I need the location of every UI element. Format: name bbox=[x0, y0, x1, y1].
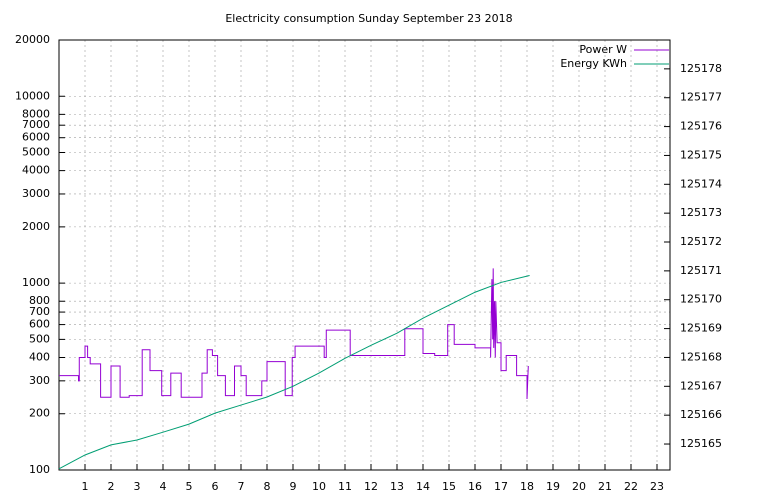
y2-tick-label: 125171 bbox=[680, 264, 722, 277]
y-tick-label: 200 bbox=[29, 407, 50, 420]
y2-tick-label: 125168 bbox=[680, 350, 722, 363]
y-tick-label: 20000 bbox=[15, 33, 50, 46]
y2-tick-label: 125177 bbox=[680, 91, 722, 104]
y-tick-label: 600 bbox=[29, 318, 50, 331]
x-tick-label: 9 bbox=[290, 480, 297, 493]
y2-tick-label: 125176 bbox=[680, 120, 722, 133]
y-tick-label: 800 bbox=[29, 294, 50, 307]
y-tick-label: 7000 bbox=[22, 118, 50, 131]
y-tick-label: 500 bbox=[29, 332, 50, 345]
x-tick-label: 17 bbox=[494, 480, 508, 493]
x-tick-label: 4 bbox=[160, 480, 167, 493]
y-tick-label: 400 bbox=[29, 350, 50, 363]
series-line bbox=[58, 275, 530, 470]
y-tick-label: 2000 bbox=[22, 220, 50, 233]
y-tick-label: 700 bbox=[29, 305, 50, 318]
x-tick-label: 12 bbox=[364, 480, 378, 493]
x-tick-label: 7 bbox=[238, 480, 245, 493]
y-tick-label: 4000 bbox=[22, 164, 50, 177]
legend-label: Power W bbox=[579, 43, 627, 56]
series-line bbox=[59, 268, 529, 399]
chart-title: Electricity consumption Sunday September… bbox=[225, 12, 512, 25]
y2-tick-label: 125172 bbox=[680, 235, 722, 248]
x-tick-label: 3 bbox=[134, 480, 141, 493]
x-tick-label: 1 bbox=[82, 480, 89, 493]
x-tick-label: 13 bbox=[390, 480, 404, 493]
y2-tick-label: 125165 bbox=[680, 437, 722, 450]
y2-tick-label: 125167 bbox=[680, 379, 722, 392]
y-tick-label: 6000 bbox=[22, 131, 50, 144]
legend-label: Energy KWh bbox=[560, 57, 627, 70]
x-tick-label: 18 bbox=[520, 480, 534, 493]
y-tick-label: 3000 bbox=[22, 187, 50, 200]
y2-tick-label: 125169 bbox=[680, 322, 722, 335]
y2-tick-label: 125166 bbox=[680, 408, 722, 421]
y-tick-label: 1000 bbox=[22, 276, 50, 289]
x-tick-label: 6 bbox=[212, 480, 219, 493]
x-tick-label: 11 bbox=[338, 480, 352, 493]
y-tick-label: 300 bbox=[29, 374, 50, 387]
y2-tick-label: 125173 bbox=[680, 206, 722, 219]
y2-tick-label: 125174 bbox=[680, 177, 722, 190]
y2-tick-label: 125170 bbox=[680, 293, 722, 306]
x-tick-label: 8 bbox=[264, 480, 271, 493]
x-tick-label: 16 bbox=[468, 480, 482, 493]
y-tick-label: 8000 bbox=[22, 107, 50, 120]
y2-tick-label: 125178 bbox=[680, 62, 722, 75]
x-tick-label: 21 bbox=[598, 480, 612, 493]
y-tick-label: 10000 bbox=[15, 89, 50, 102]
x-tick-label: 15 bbox=[442, 480, 456, 493]
x-tick-label: 2 bbox=[108, 480, 115, 493]
x-tick-label: 23 bbox=[650, 480, 664, 493]
x-tick-label: 20 bbox=[572, 480, 586, 493]
y2-tick-label: 125175 bbox=[680, 148, 722, 161]
x-tick-label: 14 bbox=[416, 480, 430, 493]
y-tick-label: 100 bbox=[29, 463, 50, 476]
x-tick-label: 19 bbox=[546, 480, 560, 493]
y-tick-label: 5000 bbox=[22, 146, 50, 159]
x-tick-label: 5 bbox=[186, 480, 193, 493]
x-tick-label: 10 bbox=[312, 480, 326, 493]
plot-border bbox=[58, 39, 671, 471]
x-tick-label: 22 bbox=[624, 480, 638, 493]
